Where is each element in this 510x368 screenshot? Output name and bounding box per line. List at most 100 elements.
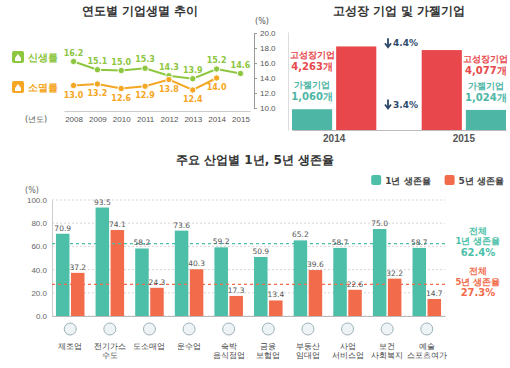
tick-label: 10.0 bbox=[260, 104, 276, 113]
grid bbox=[52, 200, 445, 316]
bar bbox=[190, 269, 204, 316]
bar bbox=[135, 248, 149, 316]
text-line: 보건 bbox=[379, 342, 395, 351]
chart: 주요 산업별 1년, 5년 생존율0.020.040.060.080.0100.… bbox=[25, 153, 504, 360]
tick-mark bbox=[254, 63, 257, 64]
data-label: 73.6 bbox=[173, 221, 190, 230]
legend-swatch bbox=[445, 175, 455, 185]
y-axis bbox=[288, 33, 289, 131]
data-label: 13.9 bbox=[183, 66, 203, 75]
data-label: 13.4 bbox=[267, 290, 284, 299]
marker bbox=[213, 75, 219, 81]
tick: 20.0 bbox=[254, 29, 276, 38]
data-label: 59.2 bbox=[213, 237, 230, 246]
tick: 부동산임대업 bbox=[296, 316, 320, 360]
marker bbox=[142, 83, 148, 89]
y-axis: 10.012.014.016.018.020.0 bbox=[254, 29, 276, 113]
bar bbox=[292, 109, 332, 130]
bar bbox=[71, 273, 85, 316]
tick: 80.0 bbox=[31, 219, 52, 228]
bar bbox=[336, 46, 376, 130]
legend-label: 5년 생존율 bbox=[459, 176, 504, 186]
data-label: 14.0 bbox=[207, 83, 227, 92]
bar bbox=[96, 208, 110, 316]
tick-label: 2013 bbox=[184, 115, 202, 124]
reference-line bbox=[52, 243, 445, 244]
text-line: 스포츠여가 bbox=[407, 351, 447, 360]
data-label: 13.8 bbox=[159, 85, 179, 94]
data-label: 14.7 bbox=[426, 289, 443, 298]
x-axis: 20142015 bbox=[293, 130, 507, 144]
tick: 20.0 bbox=[31, 289, 52, 298]
data-label: 4,263개 bbox=[291, 61, 333, 72]
data-label: 50.9 bbox=[252, 247, 269, 256]
tick: 12.0 bbox=[254, 89, 276, 98]
data-label: 12.6 bbox=[111, 94, 131, 103]
tick-label: 100.0 bbox=[27, 196, 48, 205]
tick: 2012 bbox=[161, 111, 179, 124]
series-label: 고성장기업 bbox=[290, 50, 335, 60]
text-line: 전기가스 bbox=[94, 342, 126, 351]
tick: 사업서비스업 bbox=[332, 316, 364, 360]
y-axis-line bbox=[288, 33, 289, 131]
data-label: 39.6 bbox=[307, 260, 324, 269]
data-label: 93.5 bbox=[94, 198, 111, 207]
x-axis-title: (년도) bbox=[25, 115, 47, 124]
tick-label: 40.0 bbox=[31, 266, 47, 275]
data-label: 65.2 bbox=[292, 230, 309, 239]
tick-label: 도소매업 bbox=[133, 342, 165, 351]
tick: 숙박음식점업 bbox=[213, 316, 245, 360]
tick-label: 2015 bbox=[453, 133, 476, 144]
tick-label: 2009 bbox=[89, 115, 107, 124]
marker bbox=[118, 85, 124, 91]
tick: 2008 bbox=[65, 111, 83, 124]
text-line: 숙박 bbox=[221, 342, 237, 351]
tick: 예술스포츠여가 bbox=[407, 316, 447, 360]
x-axis: 제조업전기가스수도도소매업운수업숙박음식점업금융보험업부동산임대업사업서비스업보… bbox=[53, 316, 447, 360]
tick: 10.0 bbox=[254, 104, 276, 113]
data-label: 75.0 bbox=[371, 219, 388, 228]
x-axis: 20082009201020112012201320142015 bbox=[65, 111, 251, 124]
text-line: 서비스업 bbox=[332, 351, 364, 360]
text-line: 금융 bbox=[260, 342, 276, 351]
text-line: 예술 bbox=[419, 342, 435, 351]
legend-label: 1년 생존율 bbox=[385, 176, 430, 186]
reference-label: 전체5년 생존율 bbox=[456, 266, 501, 287]
tick-label: 20.0 bbox=[260, 29, 276, 38]
tick-label: 14.0 bbox=[260, 74, 276, 83]
category-icon bbox=[262, 323, 274, 335]
data-label: 1,060개 bbox=[291, 91, 333, 102]
bar bbox=[348, 290, 362, 316]
text-line: 사업 bbox=[340, 342, 356, 351]
tick-mark bbox=[254, 48, 257, 49]
x-axis-line bbox=[53, 316, 446, 317]
data-label: 32.2 bbox=[386, 269, 403, 278]
data-label: 4,077개 bbox=[465, 65, 507, 76]
y-axis-line bbox=[254, 34, 255, 109]
text-line: 전체 bbox=[469, 226, 487, 236]
data-label: 15.1 bbox=[88, 57, 108, 66]
legend-item: 1년 생존율 bbox=[371, 175, 430, 186]
chart-title: 고성장 기업 및 가젤기업 bbox=[333, 4, 466, 18]
legend-label: 소멸률 bbox=[28, 82, 58, 93]
tick-mark bbox=[254, 33, 257, 34]
annotation: 3.4% bbox=[393, 100, 418, 110]
y-axis-title: (%) bbox=[25, 186, 39, 195]
bar bbox=[373, 229, 387, 316]
reference-label: 전체1년 생존율 bbox=[456, 226, 501, 247]
tick-label: 제조업 bbox=[58, 342, 82, 351]
tick-label: 전기가스수도 bbox=[94, 342, 126, 361]
tick-mark bbox=[254, 93, 257, 94]
tick-label: 80.0 bbox=[31, 219, 47, 228]
legend-icon bbox=[15, 84, 21, 91]
data-label: 58.7 bbox=[332, 238, 349, 247]
data-label: 74.1 bbox=[109, 220, 126, 229]
tick: 2009 bbox=[89, 111, 107, 124]
category-icon bbox=[143, 323, 155, 335]
marker bbox=[70, 82, 76, 88]
tick: 2011 bbox=[137, 111, 155, 124]
data-label: 58.7 bbox=[411, 238, 428, 247]
data-label: 37.2 bbox=[69, 263, 86, 272]
tick: 18.0 bbox=[254, 44, 276, 53]
data-label: 24.3 bbox=[149, 278, 166, 287]
